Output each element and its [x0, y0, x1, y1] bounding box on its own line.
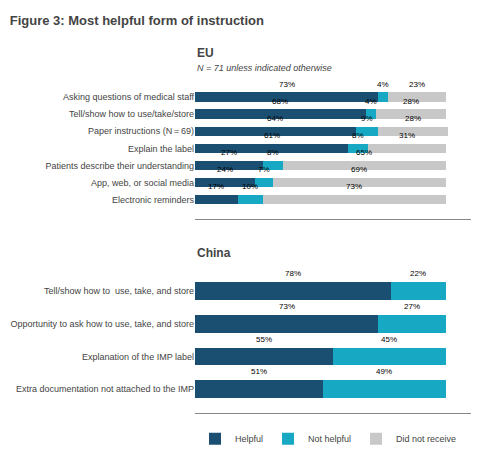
svg-text:Not helpful: Not helpful — [308, 434, 351, 444]
svg-text:Figure 3: Most helpful form of: Figure 3: Most helpful form of instructi… — [10, 13, 264, 28]
svg-text:Did not receive: Did not receive — [396, 434, 456, 444]
svg-text:Asking questions of medical st: Asking questions of medical staff — [63, 92, 194, 102]
svg-text:Patients describe their unders: Patients describe their understanding — [45, 161, 194, 171]
svg-text:27%: 27% — [221, 148, 237, 157]
svg-text:28%: 28% — [403, 97, 419, 106]
svg-text:22%: 22% — [410, 269, 426, 278]
svg-text:78%: 78% — [285, 269, 301, 278]
svg-text:N = 71 unless indicated otherw: N = 71 unless indicated otherwise — [197, 63, 332, 73]
svg-text:69%: 69% — [351, 165, 367, 174]
svg-text:7%: 7% — [258, 165, 270, 174]
svg-text:Explanation of the IMP label: Explanation of the IMP label — [82, 352, 194, 362]
svg-text:8%: 8% — [352, 131, 364, 140]
svg-text:73%: 73% — [279, 302, 295, 311]
svg-text:App, web, or social media: App, web, or social media — [91, 178, 194, 188]
svg-text:Helpful: Helpful — [235, 434, 263, 444]
svg-text:51%: 51% — [251, 367, 267, 376]
svg-text:8%: 8% — [267, 148, 279, 157]
svg-text:10%: 10% — [242, 182, 258, 191]
svg-text:Explain the label: Explain the label — [128, 144, 194, 154]
svg-text:49%: 49% — [376, 367, 392, 376]
svg-text:Tell/show how to use/take/stor: Tell/show how to use/take/store — [69, 109, 194, 119]
svg-text:73%: 73% — [346, 182, 362, 191]
svg-text:Paper instructions (N = 69): Paper instructions (N = 69) — [88, 126, 194, 136]
svg-text:Opportunity to ask how to use,: Opportunity to ask how to use, take, and… — [10, 319, 194, 329]
svg-text:24%: 24% — [217, 165, 233, 174]
svg-text:4%: 4% — [377, 80, 389, 89]
svg-text:9%: 9% — [361, 114, 373, 123]
svg-text:China: China — [197, 246, 231, 260]
svg-text:31%: 31% — [399, 131, 415, 140]
svg-text:45%: 45% — [381, 335, 397, 344]
svg-text:73%: 73% — [279, 80, 295, 89]
svg-text:28%: 28% — [405, 114, 421, 123]
svg-text:4%: 4% — [365, 97, 377, 106]
svg-text:64%: 64% — [267, 114, 283, 123]
svg-text:Electronic reminders: Electronic reminders — [112, 195, 195, 205]
svg-text:Extra documentation not attach: Extra documentation not attached to the … — [16, 384, 194, 394]
svg-text:EU: EU — [197, 46, 214, 60]
svg-text:23%: 23% — [409, 80, 425, 89]
svg-text:68%: 68% — [272, 97, 288, 106]
svg-text:17%: 17% — [208, 182, 224, 191]
svg-text:61%: 61% — [264, 131, 280, 140]
svg-text:27%: 27% — [404, 302, 420, 311]
svg-text:Tell/show how to use, take, a: Tell/show how to use, take, and store — [44, 286, 194, 296]
svg-text:55%: 55% — [256, 335, 272, 344]
svg-text:65%: 65% — [356, 148, 372, 157]
